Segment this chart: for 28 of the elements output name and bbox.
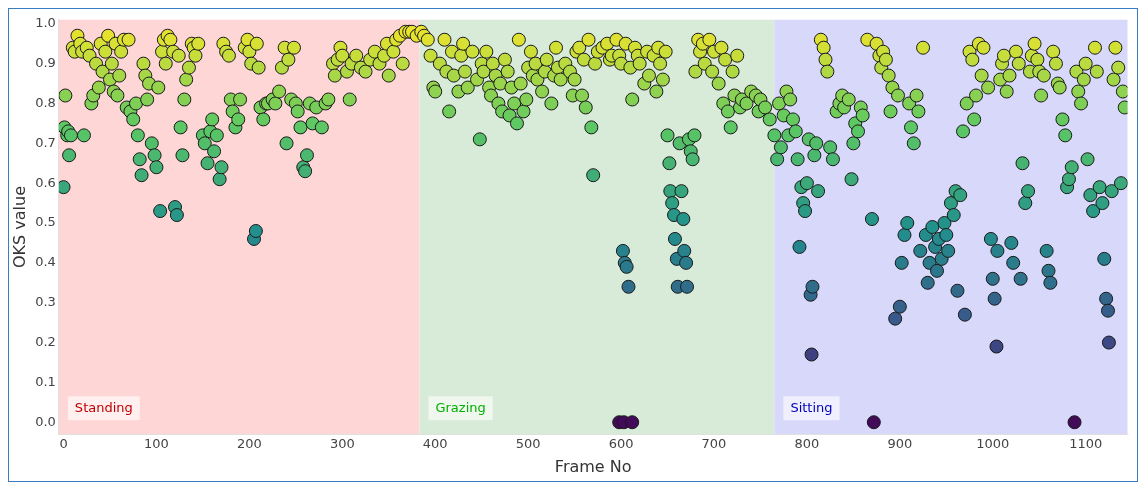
x-tick-label: 400 (422, 436, 448, 452)
x-tick-label: 500 (515, 436, 541, 452)
band-label: Sitting (790, 399, 833, 415)
y-tick-label: 0.8 (35, 94, 56, 110)
y-tick-label: 1.0 (35, 15, 56, 31)
y-tick-label: 0.4 (35, 254, 56, 270)
y-tick-label: 0.0 (35, 413, 56, 429)
x-tick-label: 200 (236, 436, 262, 452)
x-tick-label: 300 (329, 436, 355, 452)
x-tick-label: 1000 (976, 436, 1010, 452)
y-tick-label: 0.5 (35, 214, 56, 230)
y-tick-label: 0.9 (35, 55, 56, 71)
y-axis-title: OKS value (9, 185, 29, 269)
x-tick-label: 900 (887, 436, 913, 452)
x-tick-label: 700 (701, 436, 727, 452)
band-label: Standing (74, 399, 133, 415)
x-tick-label: 0 (59, 436, 68, 452)
y-tick-label: 0.6 (35, 174, 56, 190)
x-axis-title: Frame No (554, 456, 632, 476)
y-tick-label: 0.3 (35, 294, 56, 310)
band-label: Grazing (435, 399, 486, 415)
y-tick-label: 0.1 (35, 373, 56, 389)
x-tick-label: 600 (608, 436, 634, 452)
y-tick-label: 0.2 (35, 333, 56, 349)
x-tick-label: 800 (794, 436, 820, 452)
y-tick-label: 0.7 (35, 134, 56, 150)
x-tick-label: 1100 (1069, 436, 1103, 452)
x-tick-label: 100 (144, 436, 169, 452)
